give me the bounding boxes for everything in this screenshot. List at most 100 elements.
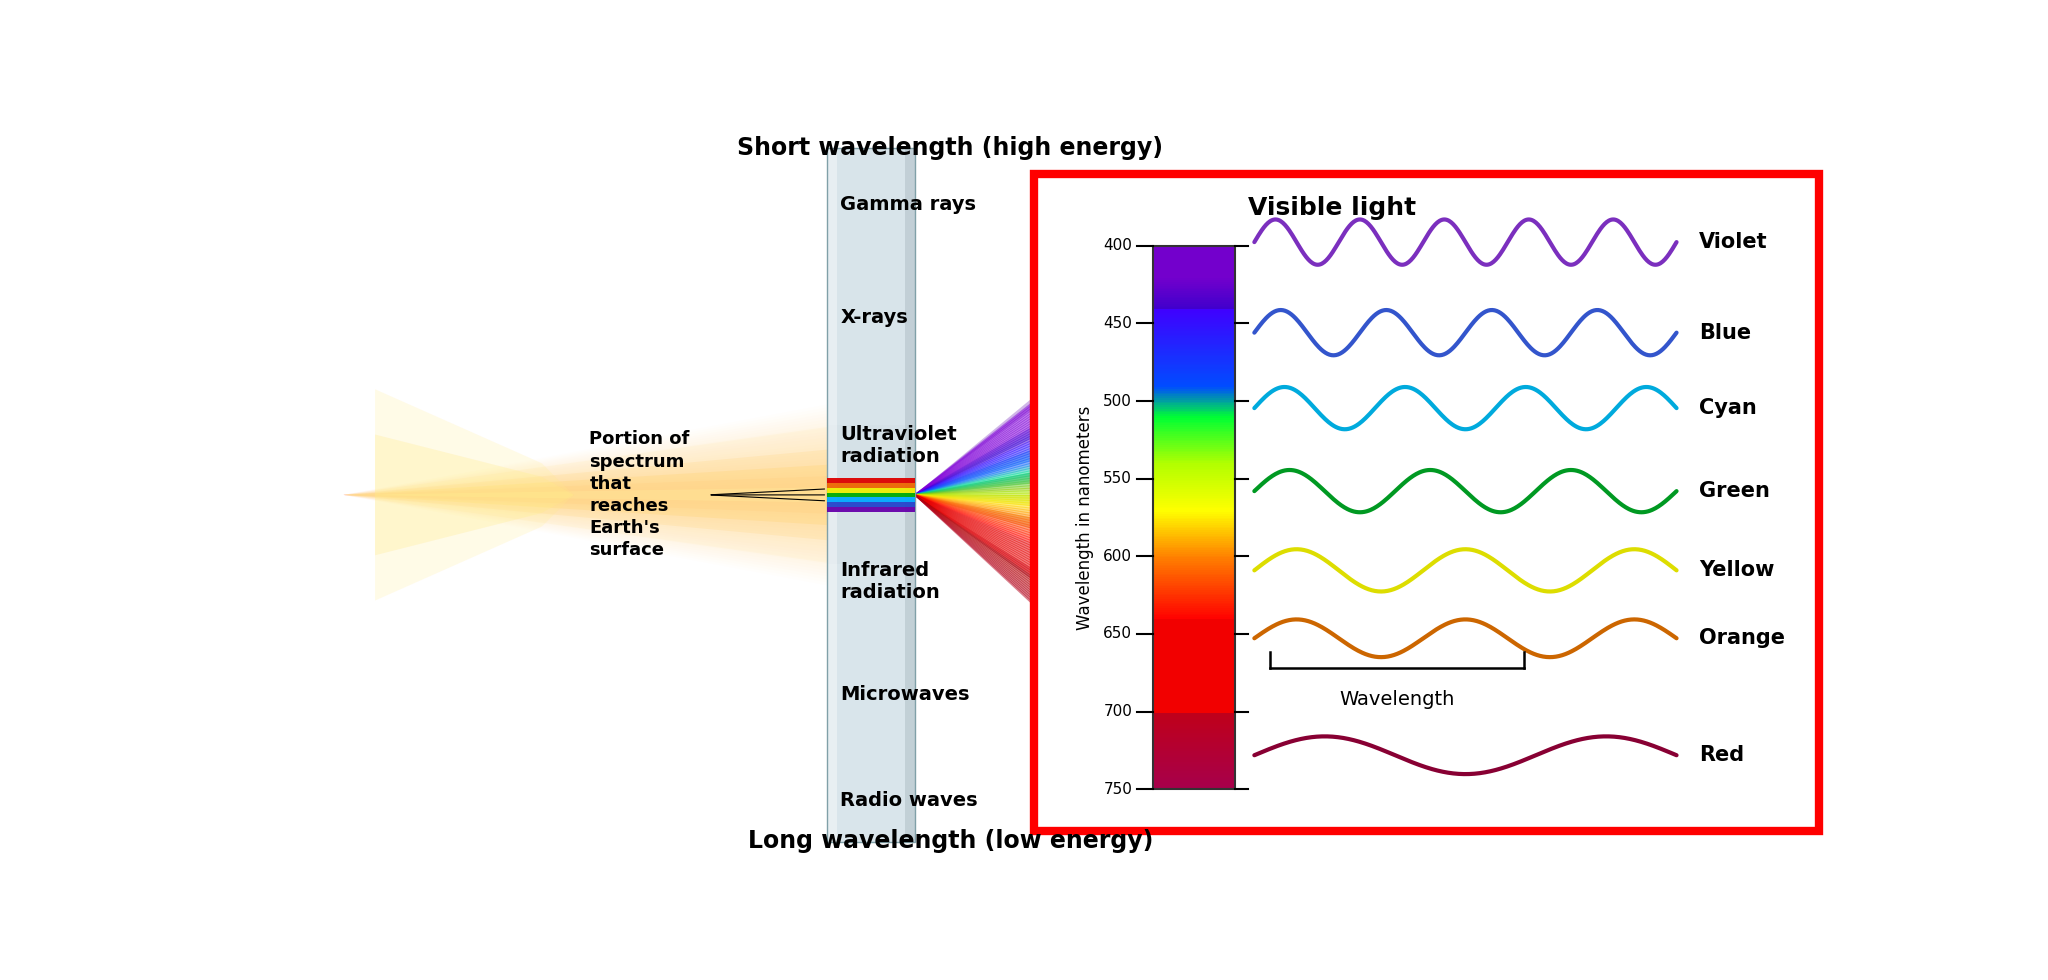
Bar xyxy=(1153,657,1235,659)
Bar xyxy=(1153,266,1235,268)
Bar xyxy=(1153,682,1235,684)
Polygon shape xyxy=(915,494,1235,649)
Polygon shape xyxy=(344,487,827,503)
Bar xyxy=(1153,353,1235,355)
Polygon shape xyxy=(915,428,1235,496)
Text: Blue: Blue xyxy=(1698,322,1751,343)
Text: 750: 750 xyxy=(1104,782,1133,797)
Polygon shape xyxy=(915,373,1235,496)
Text: Radio waves: Radio waves xyxy=(840,791,979,810)
Bar xyxy=(1153,545,1235,547)
Bar xyxy=(1153,656,1235,657)
Bar xyxy=(1153,513,1235,514)
Text: 550: 550 xyxy=(1104,471,1133,486)
Bar xyxy=(1153,784,1235,786)
Bar xyxy=(1153,383,1235,385)
Bar xyxy=(1153,675,1235,677)
Bar xyxy=(1153,515,1235,517)
Polygon shape xyxy=(915,494,1235,697)
Polygon shape xyxy=(344,476,827,514)
Bar xyxy=(1153,378,1235,380)
Bar xyxy=(1153,349,1235,351)
Bar xyxy=(1153,708,1235,710)
Bar xyxy=(1153,293,1235,295)
Bar xyxy=(1153,423,1235,425)
Bar xyxy=(1153,387,1235,389)
Bar xyxy=(1153,526,1235,528)
Polygon shape xyxy=(915,435,1235,496)
Polygon shape xyxy=(915,367,1235,496)
Bar xyxy=(1153,466,1235,468)
Bar xyxy=(1153,398,1235,400)
Bar xyxy=(1153,351,1235,353)
Text: Red: Red xyxy=(1698,745,1745,765)
Bar xyxy=(1153,503,1235,505)
Polygon shape xyxy=(915,494,1235,772)
Bar xyxy=(1153,695,1235,697)
Bar xyxy=(1153,624,1235,626)
Bar xyxy=(1153,558,1235,560)
Bar xyxy=(1153,396,1235,398)
Bar xyxy=(1034,174,1819,831)
Bar xyxy=(1153,280,1235,282)
Bar xyxy=(1153,550,1235,552)
Bar xyxy=(1153,619,1235,620)
Bar xyxy=(1153,374,1235,376)
Bar xyxy=(1153,727,1235,729)
Text: 700: 700 xyxy=(1104,704,1133,719)
Bar xyxy=(1153,639,1235,641)
Bar xyxy=(1153,608,1235,610)
Bar xyxy=(1153,599,1235,601)
Bar xyxy=(1153,673,1235,675)
Bar xyxy=(1153,517,1235,519)
Bar xyxy=(1153,755,1235,757)
Bar xyxy=(1153,662,1235,664)
Bar xyxy=(1153,677,1235,679)
Bar xyxy=(1153,358,1235,360)
Bar xyxy=(1153,432,1235,434)
Bar xyxy=(1153,456,1235,458)
Bar xyxy=(1153,421,1235,423)
Polygon shape xyxy=(915,283,1235,496)
Bar xyxy=(1153,468,1235,470)
Polygon shape xyxy=(915,494,1235,669)
Bar xyxy=(1153,391,1235,393)
Polygon shape xyxy=(915,494,1235,607)
Bar xyxy=(1153,759,1235,760)
Bar xyxy=(1153,400,1235,402)
Polygon shape xyxy=(915,494,1235,504)
Bar xyxy=(1153,648,1235,650)
Polygon shape xyxy=(915,494,1235,676)
Bar xyxy=(1153,713,1235,715)
Bar xyxy=(1153,284,1235,286)
Polygon shape xyxy=(915,494,1235,524)
Bar xyxy=(1153,575,1235,577)
Polygon shape xyxy=(915,494,1235,662)
Bar xyxy=(1153,496,1235,498)
Polygon shape xyxy=(915,494,1235,628)
Bar xyxy=(1153,711,1235,713)
Bar xyxy=(1153,274,1235,276)
Bar xyxy=(1153,763,1235,765)
Text: Orange: Orange xyxy=(1698,628,1784,649)
Polygon shape xyxy=(915,495,1235,525)
Polygon shape xyxy=(915,494,1235,531)
Bar xyxy=(1153,366,1235,368)
Bar xyxy=(1153,620,1235,622)
Bar xyxy=(1153,376,1235,378)
Bar xyxy=(1153,481,1235,483)
Bar xyxy=(1153,248,1235,250)
Polygon shape xyxy=(915,401,1235,496)
Bar xyxy=(1153,630,1235,632)
Bar xyxy=(1153,507,1235,509)
Bar xyxy=(1153,500,1235,502)
Polygon shape xyxy=(915,494,1235,779)
Bar xyxy=(1153,276,1235,278)
Bar xyxy=(1153,786,1235,787)
Polygon shape xyxy=(915,494,1235,572)
Polygon shape xyxy=(915,494,1235,759)
Bar xyxy=(1153,704,1235,706)
Text: Infrared
radiation: Infrared radiation xyxy=(840,562,940,602)
Bar xyxy=(1153,476,1235,477)
Bar xyxy=(1153,462,1235,464)
